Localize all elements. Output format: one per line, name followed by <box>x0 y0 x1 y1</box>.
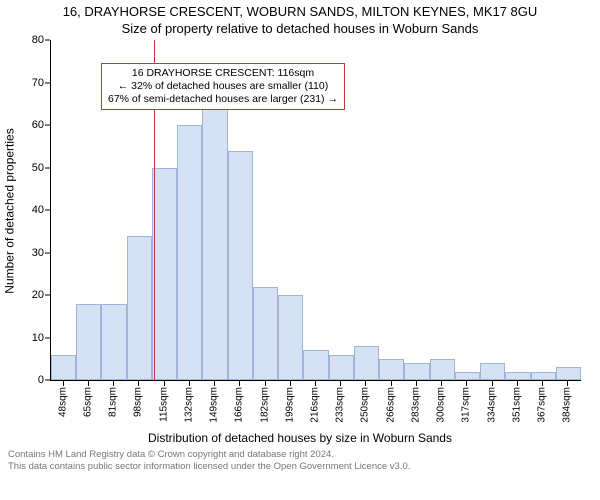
bar <box>177 125 202 380</box>
bar <box>329 355 354 381</box>
bar <box>51 355 76 381</box>
footer-line-1: Contains HM Land Registry data © Crown c… <box>8 449 592 461</box>
ytick-label: 0 <box>38 374 44 386</box>
xlabel: Distribution of detached houses by size … <box>0 431 600 445</box>
ytick-label: 80 <box>32 34 44 46</box>
xtick-mark <box>315 381 316 386</box>
bar <box>505 372 530 381</box>
xtick-mark <box>441 381 442 386</box>
plot-area: 16 DRAYHORSE CRESCENT: 116sqm← 32% of de… <box>50 40 581 381</box>
xtick-mark <box>416 381 417 386</box>
xtick-mark <box>340 381 341 386</box>
title-sub: Size of property relative to detached ho… <box>0 21 600 36</box>
xtick-mark <box>517 381 518 386</box>
xtick-label: 216sqm <box>310 387 321 423</box>
ytick-label: 30 <box>32 247 44 259</box>
xtick-label: 115sqm <box>158 387 169 422</box>
xtick-label: 300sqm <box>436 387 447 423</box>
xtick-mark <box>88 381 89 386</box>
xtick-label: 166sqm <box>234 387 245 423</box>
chart-titles: 16, DRAYHORSE CRESCENT, WOBURN SANDS, MI… <box>0 0 600 36</box>
xtick-mark <box>567 381 568 386</box>
ytick-label: 70 <box>32 77 44 89</box>
xtick-mark <box>239 381 240 386</box>
xtick-mark <box>365 381 366 386</box>
xtick-mark <box>113 381 114 386</box>
bar <box>127 236 152 381</box>
ylabel-column: Number of detached properties <box>0 40 20 381</box>
annotation-line: ← 32% of detached houses are smaller (11… <box>108 80 338 93</box>
chart-row: Number of detached properties 0102030405… <box>0 40 600 381</box>
bar <box>278 295 303 380</box>
xtick-label: 98sqm <box>133 387 144 417</box>
bar <box>303 350 328 380</box>
bar <box>202 95 227 380</box>
xtick-mark <box>492 381 493 386</box>
xtick-mark <box>189 381 190 386</box>
xtick-mark <box>290 381 291 386</box>
xtick-label: 182sqm <box>259 387 270 423</box>
xtick-mark <box>265 381 266 386</box>
xtick-label: 351sqm <box>511 387 522 423</box>
bar <box>379 359 404 380</box>
bar <box>480 363 505 380</box>
bar <box>101 304 126 381</box>
yticks-column: 01020304050607080 <box>20 40 50 380</box>
xtick-mark <box>63 381 64 386</box>
xtick-mark <box>466 381 467 386</box>
xtick-label: 233sqm <box>335 387 346 423</box>
bar <box>354 346 379 380</box>
bar <box>455 372 480 381</box>
xtick-label: 48sqm <box>57 387 68 417</box>
xtick-label: 266sqm <box>385 387 396 423</box>
ytick-label: 60 <box>32 119 44 131</box>
bar <box>556 367 581 380</box>
ytick-label: 50 <box>32 162 44 174</box>
bar <box>152 168 177 381</box>
xtick-label: 367sqm <box>537 387 548 423</box>
footer-line-2: This data contains public sector informa… <box>8 461 592 473</box>
xtick-label: 283sqm <box>410 387 421 423</box>
xtick-label: 81sqm <box>108 387 119 417</box>
bar <box>253 287 278 381</box>
annotation-box: 16 DRAYHORSE CRESCENT: 116sqm← 32% of de… <box>101 63 345 110</box>
xtick-label: 317sqm <box>461 387 472 423</box>
xtick-label: 132sqm <box>183 387 194 423</box>
ytick-label: 10 <box>32 332 44 344</box>
bar <box>228 151 253 381</box>
xtick-mark <box>164 381 165 386</box>
ytick-label: 40 <box>32 204 44 216</box>
xtick-mark <box>214 381 215 386</box>
xtick-label: 149sqm <box>209 387 220 423</box>
xtick-label: 384sqm <box>562 387 573 423</box>
xtick-label: 334sqm <box>486 387 497 423</box>
xtick-mark <box>138 381 139 386</box>
annotation-line: 16 DRAYHORSE CRESCENT: 116sqm <box>108 67 338 80</box>
annotation-line: 67% of semi-detached houses are larger (… <box>108 93 338 106</box>
title-main: 16, DRAYHORSE CRESCENT, WOBURN SANDS, MI… <box>0 4 600 19</box>
bar <box>430 359 455 380</box>
ytick-label: 20 <box>32 289 44 301</box>
ylabel: Number of detached properties <box>3 128 17 293</box>
bar <box>76 304 101 381</box>
xtick-mark <box>542 381 543 386</box>
xtick-label: 199sqm <box>284 387 295 423</box>
footer: Contains HM Land Registry data © Crown c… <box>0 445 600 473</box>
xtick-label: 250sqm <box>360 387 371 423</box>
bar <box>531 372 556 381</box>
xtick-label: 65sqm <box>82 387 93 417</box>
xticks-row: 48sqm 65sqm 81sqm 98sqm 115sqm 132sqm 149sqm 16… <box>50 381 580 431</box>
bar <box>404 363 429 380</box>
xtick-mark <box>391 381 392 386</box>
